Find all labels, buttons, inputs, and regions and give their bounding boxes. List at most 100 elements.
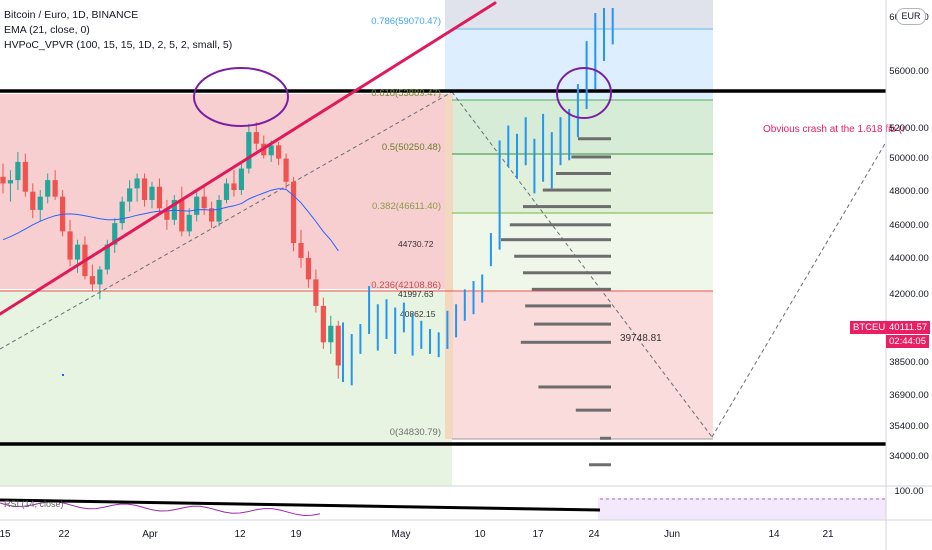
price-tag: 40111.57: [886, 321, 931, 334]
candle-body: [97, 269, 103, 285]
volume-profile-bar: [589, 463, 611, 467]
candle-body: [328, 325, 334, 343]
fib-zone-edge: [445, 94, 453, 439]
fib-zone-618: [452, 100, 713, 154]
x-tick-label: 15: [0, 529, 11, 540]
candle-body: [283, 158, 289, 182]
candle-body: [231, 183, 237, 191]
y-tick-label: 35400.00: [889, 421, 929, 432]
volume-profile-bar: [575, 408, 611, 412]
symbol-title[interactable]: Bitcoin / Euro, 1D, BINANCE: [4, 9, 139, 21]
y-tick-label: 34000.00: [889, 451, 929, 462]
fib-label-0618: 0.618(53889.47): [371, 88, 441, 99]
rsi-scale-label: 100.00: [894, 486, 923, 497]
fib-zone-236: [452, 291, 713, 439]
symbol-name: BTCEUR: [853, 322, 893, 333]
candle-body: [15, 161, 21, 181]
candle-body: [313, 279, 319, 306]
candle-body: [112, 223, 118, 245]
candle-body: [141, 178, 148, 200]
candle-body: [30, 191, 36, 210]
y-tick-label: 36900.00: [889, 390, 929, 401]
volume-profile-bar: [509, 223, 611, 227]
highlight-circle-may[interactable]: [556, 67, 612, 119]
candle-body: [52, 180, 58, 197]
x-tick-label: 12: [234, 529, 246, 540]
volume-profile-bar: [520, 340, 611, 344]
x-tick-label: 17: [532, 529, 544, 540]
candle-body: [164, 208, 170, 220]
volume-profile-bar: [514, 254, 611, 258]
marker-dot: [62, 374, 64, 376]
fib-lower-zone: [0, 290, 452, 486]
volume-profile: [501, 137, 611, 467]
volume-profile-bar: [542, 188, 611, 192]
volume-profile-bar: [571, 155, 611, 159]
indicator-vpvr-label[interactable]: HVPoC_VPVR (100, 15, 15, 1D, 2, 5, 2, sm…: [4, 39, 233, 51]
projection-series: [342, 8, 614, 386]
volume-profile-bar: [534, 322, 611, 326]
currency-button[interactable]: EUR: [896, 8, 926, 25]
candle-body: [127, 188, 133, 202]
volume-profile-bar: [556, 171, 611, 175]
candle-body: [74, 244, 81, 260]
volume-profile-bar: [531, 287, 611, 291]
candle-body: [276, 145, 282, 159]
chart-legend: Bitcoin / Euro, 1D, BINANCE EMA (21, clo…: [4, 8, 232, 53]
x-tick-label: 19: [290, 529, 302, 540]
candle-body: [67, 231, 73, 260]
volume-profile-bar: [523, 271, 611, 275]
volume-profile-bar: [600, 436, 611, 440]
dashed-trendline-down: [451, 91, 713, 438]
trendline-support-broken[interactable]: [0, 1, 497, 316]
rsi-label: RSI (14, close): [4, 499, 64, 509]
last-price: 40111.57: [889, 322, 928, 333]
x-tick-label: 21: [822, 529, 834, 540]
candle-body: [186, 214, 192, 232]
dashed-trendline-fib: [0, 91, 453, 350]
volume-profile-bar: [538, 385, 611, 389]
candle-body: [7, 180, 14, 184]
x-tick-label: 24: [588, 529, 600, 540]
y-tick-label: 48000.00: [889, 186, 929, 197]
price-label-high: 44730.72: [398, 239, 434, 249]
price-label-mid: 41997.63: [398, 289, 434, 299]
candle-body: [119, 201, 125, 224]
fib-zone-500: [452, 154, 713, 213]
candle-body: [253, 132, 259, 144]
x-tick-label: 10: [474, 529, 486, 540]
y-tick-label: 52000.00: [889, 123, 929, 134]
indicator-ema-label[interactable]: EMA (21, close, 0): [4, 24, 90, 36]
y-tick-label: 56000.00: [889, 66, 929, 77]
candle-body: [268, 145, 274, 156]
price-label-low: 40862.15: [400, 309, 436, 319]
highlight-circle-april[interactable]: [193, 67, 289, 127]
candle-body: [298, 243, 304, 258]
x-tick-label: Apr: [142, 529, 158, 540]
candle-body: [194, 196, 200, 215]
x-tick-label: 14: [768, 529, 780, 540]
candle-body: [37, 196, 43, 210]
candle-body: [216, 199, 222, 222]
x-tick-label: Jun: [664, 529, 680, 540]
candle-body: [0, 176, 6, 184]
symbol-tag: BTCEUR: [850, 321, 896, 334]
candle-body: [305, 257, 312, 280]
y-tick-label: 42000.00: [889, 289, 929, 300]
candle-body: [209, 208, 215, 222]
fib-label-0382: 0.382(46611.40): [372, 201, 441, 212]
candle-body: [134, 178, 140, 189]
volume-profile-bar: [578, 137, 611, 141]
rsi-trendline[interactable]: [0, 498, 601, 512]
candle-body: [156, 186, 163, 209]
volume-profile-bar: [523, 205, 611, 209]
x-tick-label: 22: [58, 529, 70, 540]
annotation-crash: Obvious crash at the 1.618 fib (r: [763, 124, 906, 135]
candle-body: [45, 180, 51, 197]
price-label-target: 39748.81: [620, 333, 662, 344]
volume-profile-bar: [525, 304, 611, 308]
ema-line: [2, 188, 339, 252]
candle-body: [320, 305, 326, 343]
fib-label-0236: 0.236(42108.86): [371, 280, 441, 291]
